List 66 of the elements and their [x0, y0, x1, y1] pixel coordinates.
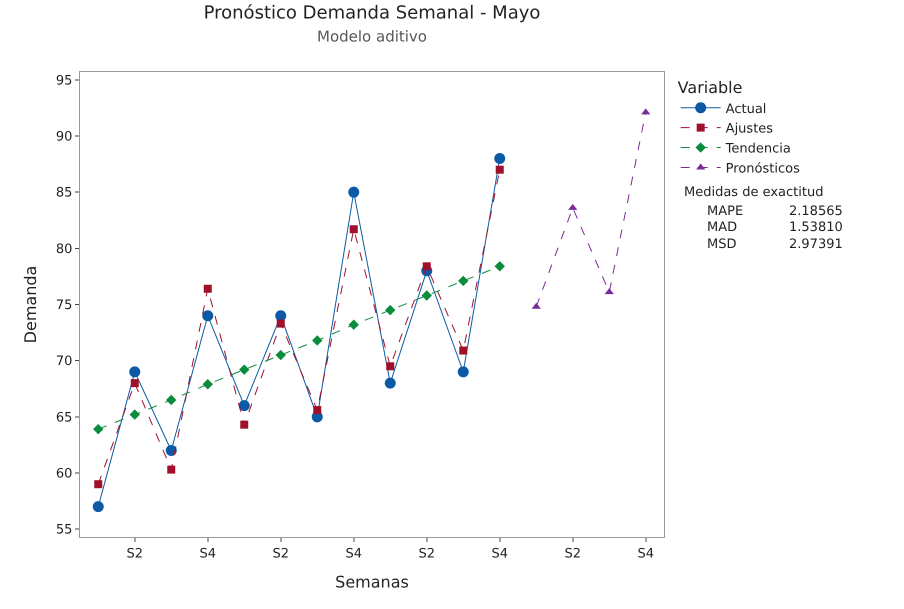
point — [348, 186, 360, 198]
point — [348, 320, 359, 330]
point — [94, 480, 102, 488]
text: MAPE — [707, 204, 744, 219]
point — [202, 379, 213, 390]
point — [240, 420, 248, 429]
y-tick-label: 80 — [56, 242, 72, 257]
x-tick-label: S2 — [418, 546, 436, 562]
y-tick-label: 75 — [56, 298, 72, 314]
y-tick-label: 55 — [56, 522, 72, 538]
point — [313, 406, 322, 414]
point — [166, 394, 176, 406]
point — [494, 261, 505, 272]
point — [202, 310, 214, 322]
legend-label: Pronósticos — [726, 162, 800, 177]
point — [422, 290, 432, 301]
text: Medidas de exactitud — [684, 185, 824, 200]
y-tick-label: 95 — [56, 73, 72, 88]
point — [204, 284, 212, 293]
point — [276, 320, 285, 328]
legend-label: Ajustes — [726, 122, 774, 137]
point — [496, 166, 504, 174]
text: MSD — [707, 237, 736, 252]
chart-title: Pronóstico Demanda Semanal - Mayo — [204, 2, 540, 24]
point — [238, 400, 250, 412]
chart-subtitle: Modelo aditivo — [317, 28, 427, 46]
point — [350, 225, 358, 234]
y-tick-label: 85 — [56, 186, 72, 201]
y-tick-label: 60 — [56, 466, 72, 482]
point — [384, 378, 396, 389]
y-tick-label: 70 — [56, 354, 72, 370]
x-tick-label: S4 — [345, 546, 362, 562]
text: 1.53810 — [789, 220, 843, 235]
point — [239, 364, 250, 375]
text: 2.97391 — [789, 237, 843, 252]
legend-label: Actual — [726, 102, 766, 117]
point — [167, 466, 176, 474]
legend-title: Variable — [678, 78, 742, 97]
x-tick-label: S2 — [564, 546, 582, 562]
point — [166, 445, 177, 456]
text: MAD — [707, 220, 738, 235]
point — [386, 362, 394, 370]
x-tick-label: S4 — [637, 546, 654, 562]
x-tick-label: S4 — [491, 546, 508, 562]
point — [130, 409, 140, 420]
y-axis-title: Demanda — [20, 266, 40, 344]
x-axis-title: Semanas — [335, 572, 409, 592]
point — [312, 335, 322, 346]
point — [494, 152, 506, 164]
point — [130, 379, 139, 388]
y-tick-label: 90 — [56, 130, 72, 145]
text: 2.18565 — [789, 204, 843, 219]
point — [459, 346, 468, 355]
point — [93, 424, 104, 434]
point — [385, 304, 396, 316]
point — [92, 501, 104, 512]
x-tick-label: S4 — [199, 546, 216, 562]
point — [458, 276, 468, 286]
point — [129, 366, 140, 378]
y-tick-label: 65 — [56, 410, 72, 426]
legend-label: Tendencia — [724, 142, 791, 157]
x-tick-label: S2 — [126, 546, 144, 562]
point — [276, 350, 286, 360]
x-tick-label: S2 — [272, 546, 290, 562]
point — [458, 366, 469, 378]
point — [422, 262, 431, 270]
